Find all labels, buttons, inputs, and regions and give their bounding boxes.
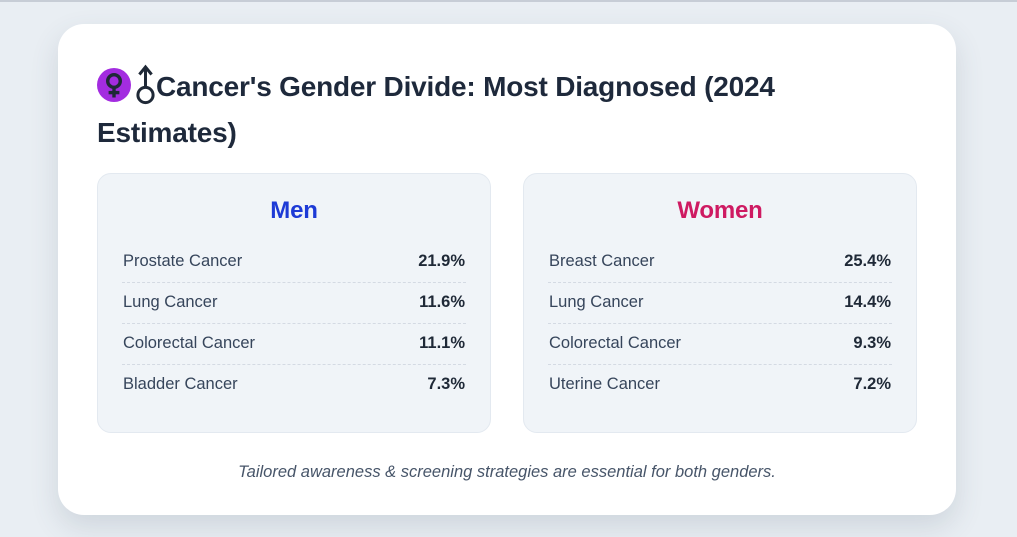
cancer-value: 25.4% <box>844 251 891 270</box>
cancer-label: Lung Cancer <box>549 292 644 311</box>
cancer-value: 7.2% <box>853 374 891 393</box>
cancer-label: Uterine Cancer <box>549 374 660 393</box>
cancer-label: Bladder Cancer <box>123 374 238 393</box>
table-row: Colorectal Cancer 11.1% <box>122 324 466 365</box>
women-panel: Women Breast Cancer 25.4% Lung Cancer 14… <box>523 172 917 433</box>
table-row: Lung Cancer 14.4% <box>548 283 892 324</box>
cancer-value: 21.9% <box>418 251 465 270</box>
cancer-value: 14.4% <box>844 292 891 311</box>
table-row: Lung Cancer 11.6% <box>122 283 466 324</box>
cancer-label: Colorectal Cancer <box>549 333 682 352</box>
men-panel-title: Men <box>270 196 318 224</box>
table-row: Colorectal Cancer 9.3% <box>548 324 892 365</box>
cancer-value: 11.1% <box>419 333 465 352</box>
cancer-value: 11.6% <box>419 292 465 311</box>
table-row: Breast Cancer 25.4% <box>548 242 892 283</box>
table-row: Uterine Cancer 7.2% <box>548 365 892 405</box>
male-sign-icon <box>135 64 156 115</box>
cancer-value: 9.3% <box>853 333 891 352</box>
page-title-text: Cancer's Gender Divide: Most Diagnosed (… <box>97 71 775 148</box>
top-edge-line <box>0 0 1017 2</box>
panels-row: Men Prostate Cancer 21.9% Lung Cancer 11… <box>97 172 917 433</box>
women-panel-title: Women <box>677 196 763 224</box>
cancer-label: Lung Cancer <box>123 292 218 311</box>
table-row: Bladder Cancer 7.3% <box>122 365 466 405</box>
men-panel: Men Prostate Cancer 21.9% Lung Cancer 11… <box>97 172 491 433</box>
female-sign-icon <box>97 68 131 112</box>
table-row: Prostate Cancer 21.9% <box>122 242 466 283</box>
cancer-value: 7.3% <box>427 374 465 393</box>
page-title: Cancer's Gender Divide: Most Diagnosed (… <box>97 64 917 152</box>
cancer-label: Prostate Cancer <box>123 251 243 270</box>
infographic-card: Cancer's Gender Divide: Most Diagnosed (… <box>58 24 956 515</box>
footer-note: Tailored awareness & screening strategie… <box>238 462 776 481</box>
cancer-label: Colorectal Cancer <box>123 333 256 352</box>
cancer-label: Breast Cancer <box>549 251 655 270</box>
